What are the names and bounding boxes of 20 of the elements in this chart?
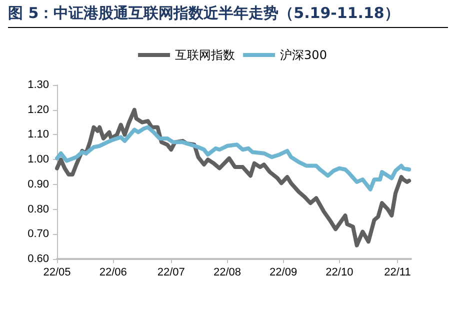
x-tick-label: 22/07 bbox=[157, 266, 185, 278]
x-tick-label: 22/08 bbox=[213, 266, 241, 278]
x-tick-label: 22/06 bbox=[99, 266, 127, 278]
y-tick-label: 0.80 bbox=[28, 203, 49, 216]
y-tick-label: 1.00 bbox=[28, 154, 49, 166]
y-tick-label: 0.70 bbox=[28, 228, 49, 240]
legend-label: 沪深300 bbox=[280, 48, 327, 62]
y-tick-label: 1.20 bbox=[28, 104, 49, 116]
x-tick-label: 22/05 bbox=[43, 266, 71, 278]
y-tick-label: 1.10 bbox=[28, 128, 49, 141]
chart-title: 图 5：中证港股通互联网指数近半年走势（5.19-11.18） bbox=[8, 4, 448, 28]
line-series bbox=[55, 108, 412, 248]
y-tick-label: 0.60 bbox=[28, 253, 49, 265]
x-tick-label: 22/09 bbox=[270, 266, 298, 278]
y-tick-label: 1.30 bbox=[28, 79, 49, 91]
legend-label: 互联网指数 bbox=[175, 48, 236, 62]
y-tick-label: 0.90 bbox=[28, 178, 49, 190]
line-series bbox=[55, 125, 412, 192]
x-tick-label: 22/10 bbox=[326, 266, 354, 278]
x-tick-label: 22/11 bbox=[384, 266, 411, 278]
